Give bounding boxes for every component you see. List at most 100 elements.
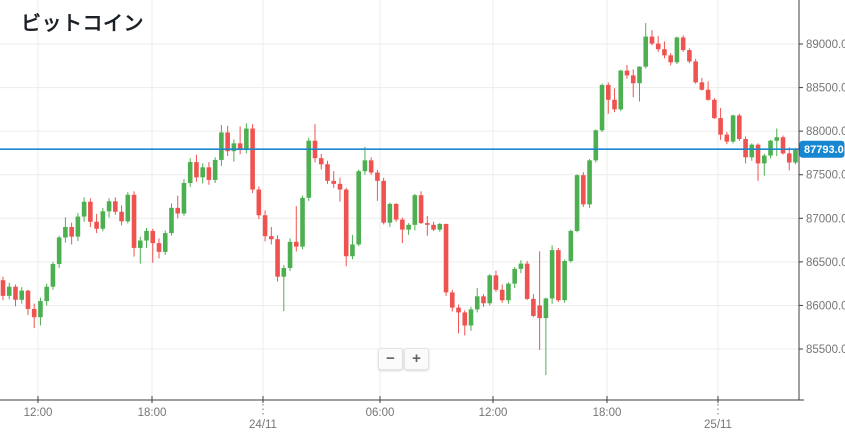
- candle-body: [181, 183, 187, 214]
- candle-body: [94, 221, 99, 229]
- candle-body: [281, 267, 287, 277]
- price-tick-label: 87000.0: [806, 213, 845, 225]
- candle-body: [206, 167, 212, 180]
- candle-body: [562, 261, 567, 301]
- candle-body: [356, 171, 361, 245]
- zoom-out-button[interactable]: −: [378, 348, 403, 370]
- candle-body: [780, 137, 786, 154]
- candle-body: [599, 84, 605, 131]
- candle-body: [175, 207, 181, 214]
- candle-body: [343, 189, 349, 257]
- candle-body: [556, 250, 561, 301]
- candle-body: [162, 233, 168, 252]
- time-tick-label: 18:00: [593, 407, 622, 419]
- candle-body: [300, 197, 305, 247]
- candle-body: [387, 203, 393, 223]
- candle-body: [468, 309, 474, 326]
- candle-body: [287, 241, 293, 268]
- candle-body: [368, 160, 374, 173]
- current-price-badge-label: 87793.0: [804, 144, 844, 156]
- candle-body: [574, 175, 580, 231]
- candle-body: [362, 160, 368, 172]
- candle-body: [113, 201, 118, 212]
- candle-body: [543, 298, 549, 319]
- zoom-controls: − +: [378, 348, 429, 370]
- time-tick-label: 06:00: [366, 407, 395, 419]
- candle-body: [637, 66, 642, 84]
- candle-body: [786, 153, 792, 163]
- chart-title: ビットコイン: [21, 13, 144, 35]
- candle-body: [581, 175, 586, 205]
- candle-body: [612, 99, 617, 110]
- candle-body: [456, 307, 461, 313]
- price-tick-label: 88500.0: [806, 83, 845, 95]
- price-tick-label: 87500.0: [806, 170, 845, 182]
- candle-body: [38, 301, 43, 318]
- candle-body: [25, 290, 31, 309]
- candle-body: [587, 160, 592, 205]
- candle-body: [144, 230, 149, 241]
- candle-body: [75, 216, 81, 237]
- candle-body: [643, 36, 649, 67]
- candle-body: [737, 115, 742, 139]
- candle-body: [100, 211, 106, 229]
- candle-body: [618, 70, 624, 110]
- candle-body: [649, 36, 655, 44]
- candle-body: [256, 189, 262, 216]
- price-tick-label: 85500.0: [806, 344, 845, 356]
- candle-body: [262, 215, 268, 237]
- candle-body: [244, 128, 249, 150]
- candle-body: [537, 305, 542, 319]
- price-tick-label: 88000.0: [806, 126, 845, 138]
- candle-body: [88, 201, 93, 222]
- candle-body: [718, 118, 723, 135]
- candle-body: [63, 227, 68, 238]
- candle-body: [687, 50, 692, 62]
- candle-body: [375, 172, 380, 181]
- candle-body: [655, 43, 661, 50]
- candle-body: [499, 289, 505, 301]
- candle-body: [69, 227, 74, 237]
- candle-body: [549, 250, 555, 299]
- candle-body: [212, 159, 218, 180]
- candle-body: [56, 237, 62, 265]
- candle-body: [137, 240, 143, 248]
- candle-body: [406, 224, 411, 230]
- candle-body: [325, 164, 330, 181]
- candle-body: [768, 140, 773, 156]
- candle-body: [337, 183, 343, 190]
- candle-body: [443, 223, 449, 293]
- candle-body: [13, 286, 18, 300]
- candle-body: [269, 236, 274, 240]
- candle-body: [250, 128, 255, 190]
- candle-body: [487, 275, 493, 304]
- candle-body: [293, 241, 299, 247]
- candle-body: [200, 167, 205, 178]
- candle-body: [662, 49, 667, 56]
- candle-body: [481, 296, 486, 304]
- candle-body: [761, 155, 767, 164]
- zoom-in-button[interactable]: +: [404, 348, 429, 370]
- candle-body: [593, 130, 599, 161]
- current-price-badge: [799, 140, 845, 158]
- candle-body: [605, 84, 611, 100]
- candle-body: [512, 268, 517, 284]
- candle-body: [393, 203, 399, 220]
- candle-body: [381, 180, 386, 223]
- candle-body: [412, 195, 418, 225]
- candle-body: [125, 194, 131, 222]
- candle-body: [156, 243, 162, 252]
- candle-body: [400, 219, 405, 230]
- candle-body: [44, 286, 49, 302]
- candle-body: [131, 194, 137, 248]
- candle-body: [306, 140, 312, 198]
- candle-body: [237, 143, 243, 150]
- candle-body: [493, 275, 499, 290]
- time-tick-label: 18:00: [138, 407, 167, 419]
- candle-body: [50, 264, 56, 287]
- candle-body: [0, 280, 6, 296]
- candle-body: [431, 224, 436, 230]
- candle-body: [449, 292, 455, 308]
